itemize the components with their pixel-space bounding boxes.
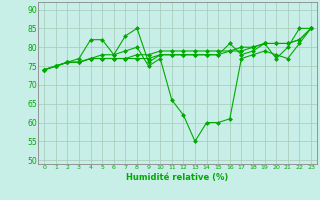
X-axis label: Humidité relative (%): Humidité relative (%) xyxy=(126,173,229,182)
